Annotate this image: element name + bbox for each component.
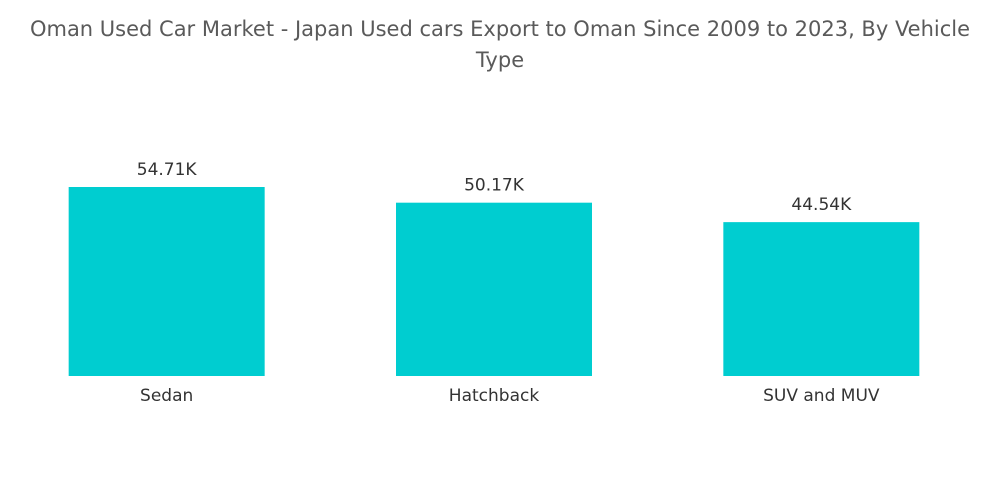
chart-title: Oman Used Car Market - Japan Used cars E… <box>29 17 971 72</box>
x-tick-label: Hatchback <box>449 386 540 406</box>
bar <box>396 202 592 376</box>
value-label: 50.17K <box>464 176 525 196</box>
x-tick-label: SUV and MUV <box>763 386 880 406</box>
bar <box>723 222 920 376</box>
x-tick-label: Sedan <box>140 386 193 406</box>
value-label: 54.71K <box>137 160 198 180</box>
bar <box>68 187 265 376</box>
value-label: 44.54K <box>791 195 852 215</box>
